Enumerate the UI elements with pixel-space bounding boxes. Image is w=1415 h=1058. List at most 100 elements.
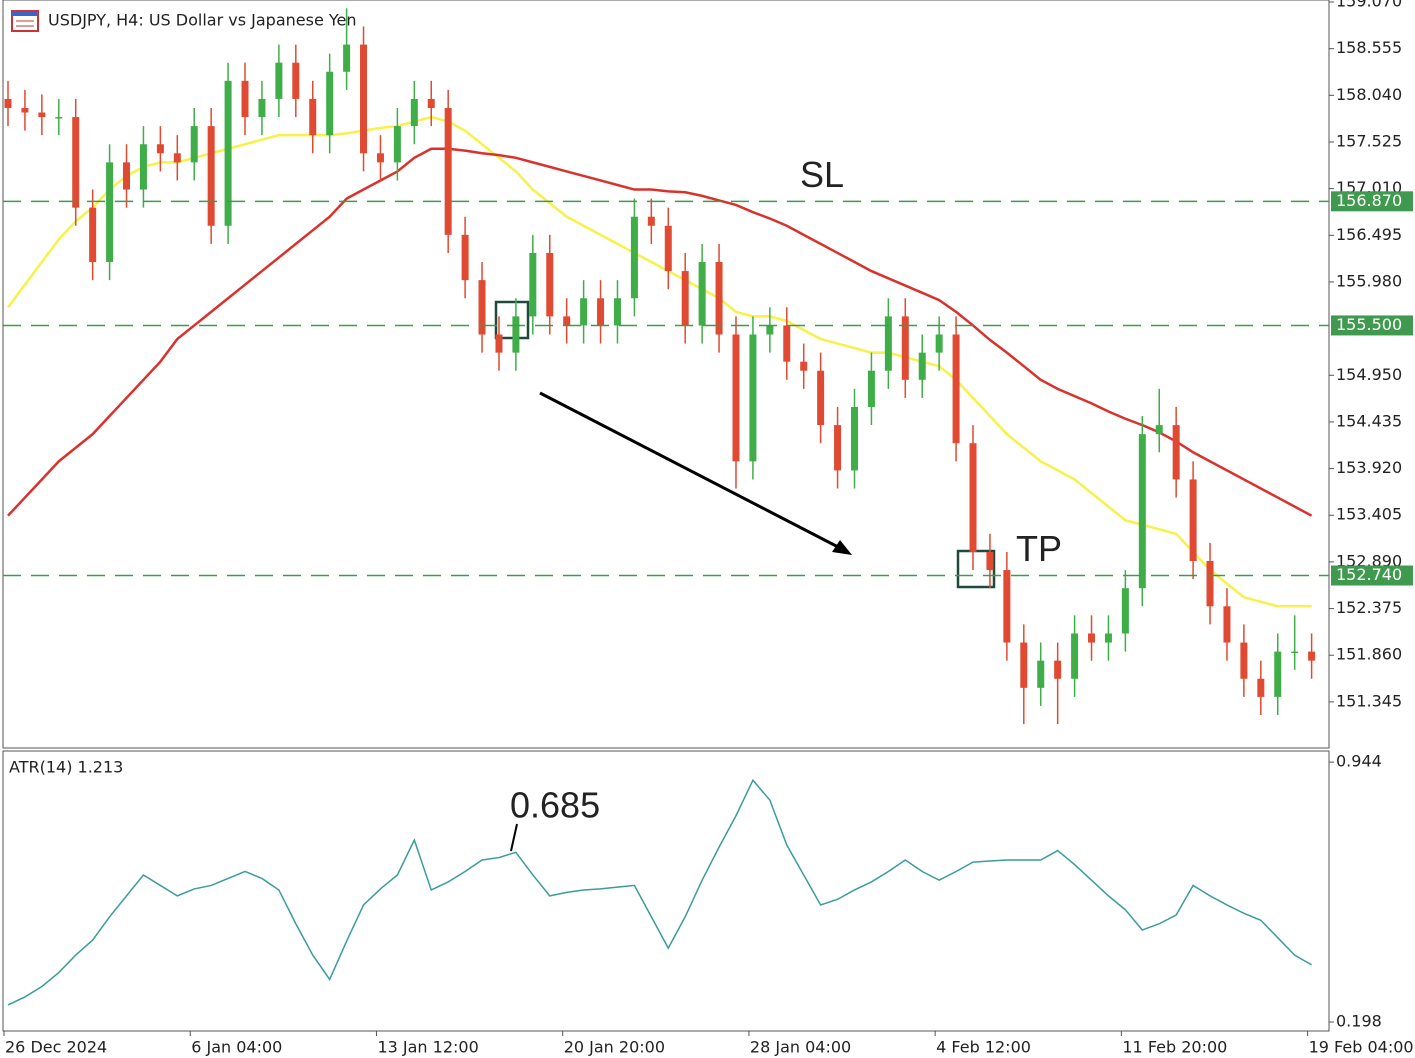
candle-body (376, 153, 384, 163)
level-tag (1331, 315, 1413, 336)
candle-body (986, 551, 994, 571)
candle-body (241, 80, 249, 118)
y-tick-label: 151.345 (1336, 691, 1402, 710)
y-tick-label: 154.950 (1336, 365, 1402, 384)
candle-body (495, 334, 503, 353)
x-tick-label: 13 Jan 12:00 (377, 1038, 478, 1057)
x-tick-label: 6 Jan 04:00 (191, 1038, 282, 1057)
candle-body (834, 425, 842, 471)
annotation-pointer (510, 823, 518, 852)
candle-body (21, 107, 29, 113)
candle-body (817, 370, 825, 426)
candle-body (258, 98, 266, 118)
candle-body (38, 112, 46, 118)
entry-box (494, 300, 530, 340)
price-panel-frame (2, 0, 1330, 749)
candle-body (1206, 561, 1214, 607)
candle-body (89, 207, 97, 263)
candle-body (1003, 570, 1011, 643)
candle-body (427, 98, 435, 108)
x-tick-label: 28 Jan 04:00 (750, 1038, 851, 1057)
atr-panel-frame (2, 750, 1330, 1032)
y-tick-label: 0.198 (1336, 1011, 1382, 1030)
candle-body (410, 98, 418, 127)
candle-body (1257, 678, 1265, 697)
level-tag (1331, 565, 1413, 586)
candle-body (1172, 425, 1180, 480)
candle-body (597, 298, 605, 326)
level-label: 155.500 (1336, 315, 1402, 334)
candle-body (580, 298, 588, 326)
candle-body (681, 271, 689, 326)
icon-bar (12, 11, 38, 16)
candle-body (732, 334, 740, 462)
y-tick-label: 156.495 (1336, 225, 1402, 244)
candle-body (884, 316, 892, 371)
candle-body (55, 117, 63, 119)
y-tick-label: 159.070 (1336, 0, 1402, 10)
y-tick-label: 158.040 (1336, 85, 1402, 104)
level-tag (1331, 191, 1413, 212)
candle-body (613, 298, 621, 326)
level-note: TP (1016, 528, 1062, 569)
moving-average (7, 147, 1313, 517)
candle-body (918, 352, 926, 380)
y-tick-label: 154.435 (1336, 411, 1402, 430)
candle-body (969, 443, 977, 552)
x-tick-label: 4 Feb 12:00 (936, 1038, 1031, 1057)
candle-body (800, 361, 808, 371)
candle-body (106, 162, 114, 263)
atr-label: ATR(14) 1.213 (9, 758, 123, 777)
atr-line (7, 778, 1312, 1006)
candle-body (1020, 642, 1028, 688)
candle-body (360, 44, 368, 154)
candle-body (309, 98, 317, 136)
candle-body (72, 117, 80, 208)
candle-body (190, 126, 198, 163)
y-tick-label: 153.405 (1336, 505, 1402, 524)
candle-body (1071, 633, 1079, 679)
candle-body (749, 334, 757, 462)
candle-body (173, 153, 181, 163)
candle-body (343, 44, 351, 72)
candle-body (563, 316, 571, 326)
candle-body (901, 316, 909, 380)
candle-body (1037, 660, 1045, 688)
candle-body (1223, 606, 1231, 643)
y-tick-label: 0.944 (1336, 752, 1382, 771)
candle-body (1291, 651, 1299, 654)
candle-body (4, 98, 12, 108)
level-label: 152.740 (1336, 565, 1402, 584)
candle-body (630, 216, 638, 299)
chart-title: USDJPY, H4: US Dollar vs Japanese Yen (48, 11, 357, 30)
candle-body (783, 325, 791, 362)
symbol-icon (11, 10, 39, 32)
candle-body (546, 252, 554, 317)
level-label: 156.870 (1336, 191, 1402, 210)
y-tick-label: 153.920 (1336, 458, 1402, 477)
candle-body (647, 216, 655, 226)
candle-body (156, 144, 164, 154)
candle-body (444, 107, 452, 235)
candle-body (326, 71, 334, 136)
candle-body (139, 144, 147, 190)
trend-arrow (539, 391, 843, 551)
candle-body (1104, 633, 1112, 643)
level-note: SL (800, 154, 844, 195)
y-tick-label: 152.375 (1336, 598, 1402, 617)
candle-body (1088, 633, 1096, 643)
candle-body (275, 62, 283, 99)
candle-body (1054, 660, 1062, 679)
x-tick-label: 26 Dec 2024 (5, 1038, 107, 1057)
y-tick-label: 158.555 (1336, 38, 1402, 57)
atr-annotation: 0.685 (510, 785, 600, 826)
candle-body (1308, 651, 1316, 661)
candle-body (851, 406, 858, 471)
candle-body (461, 234, 469, 281)
candle-body (715, 262, 723, 335)
candle-body (664, 225, 672, 272)
candle-body (207, 126, 215, 226)
candle-body (1189, 479, 1197, 561)
